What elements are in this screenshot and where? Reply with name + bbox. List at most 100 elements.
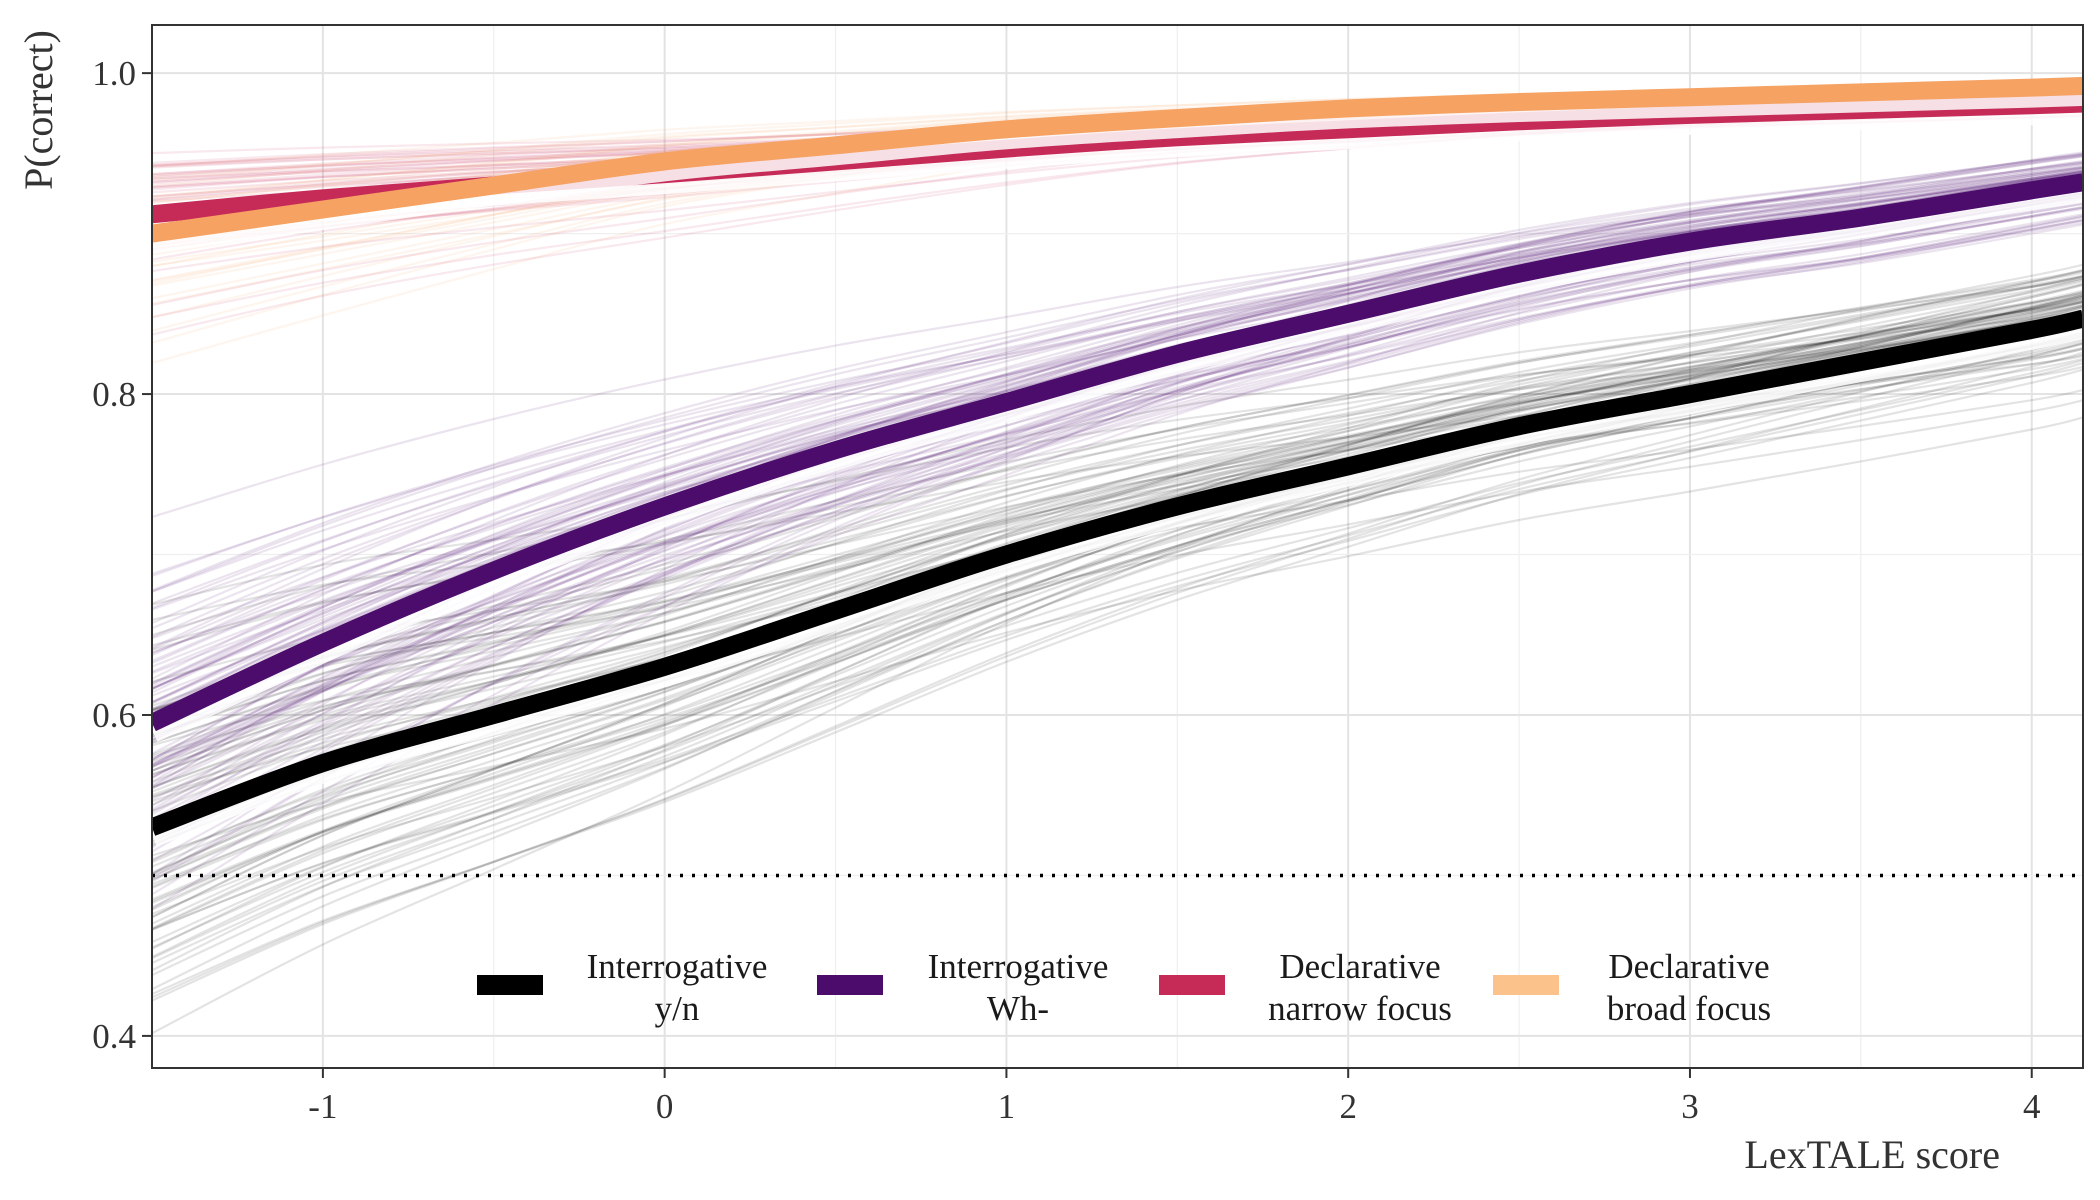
y-axis: 0.4 0.6 0.8 1.0 [92,54,152,1056]
interrogative-wh-draw-line [152,161,2083,625]
interrogative-yn-draw-line [152,351,2083,996]
interrogative-yn-draw-line [152,295,2083,823]
interrogative-wh-draw-line [152,173,2083,704]
x-axis-label: LexTALE score [1744,1132,2000,1177]
interrogative-wh-draw-line [152,170,2083,720]
interrogative-yn-draw-line [152,342,2083,886]
interrogative-yn-draw-line [152,292,2083,716]
interrogative-wh-draw-line [152,166,2083,593]
mean-lines [152,77,2083,847]
interrogative-wh-draw-line [152,218,2083,739]
interrogative-wh-draw-line [152,155,2083,783]
interrogative-yn-draw-line [152,365,2083,712]
interrogative-yn-draw-line [152,332,2083,901]
interrogative-yn-draw-line [152,362,2083,931]
interrogative-yn-draw-line [152,280,2083,876]
interrogative-wh-legend-label: Wh- [987,989,1049,1028]
interrogative-yn-draw-line [152,304,2083,813]
interrogative-wh-draw-line [152,161,2083,592]
interrogative-wh-mean-line [152,173,2083,732]
x-tick-label: 4 [2023,1087,2041,1126]
interrogative-wh-draw-line [152,152,2083,807]
x-tick-label: -1 [308,1087,337,1126]
interrogative-yn-draw-line [152,269,2083,738]
x-axis: -1 0 1 2 3 4 [308,1068,2040,1126]
interrogative-wh-draw-line [152,165,2083,639]
interrogative-yn-draw-line [152,311,2083,737]
interrogative-wh-draw-line [152,166,2083,694]
interrogative-yn-draw-line [152,294,2083,958]
legend: Interrogativey/nInterrogativeWh-Declarat… [477,947,1771,1028]
interrogative-yn-legend-label: Interrogative [587,947,768,986]
y-tick-label: 0.4 [92,1017,136,1056]
declarative-broad-legend-label: Declarative [1608,947,1769,986]
interrogative-wh-draw-line [152,219,2083,675]
interrogative-yn-draw-line [152,310,2083,745]
interrogative-yn-legend-label: y/n [655,989,700,1028]
interrogative-wh-draw-line [152,216,2083,768]
interrogative-wh-legend-label: Interrogative [928,947,1109,986]
declarative-narrow-legend-label: narrow focus [1268,989,1452,1028]
interrogative-wh-draw-line [152,214,2083,790]
x-tick-label: 1 [998,1087,1016,1126]
interrogative-yn-draw-line [152,277,2083,637]
interrogative-wh-draw-line [152,167,2083,657]
interrogative-yn-draw-line [152,368,2083,931]
interrogative-yn-draw-line [152,339,2083,846]
interrogative-yn-draw-line [152,353,2083,710]
y-tick-label: 0.6 [92,696,136,735]
interrogative-wh-draw-line [152,219,2083,766]
interrogative-yn-draw-line [152,298,2083,763]
declarative-broad-mean-line [152,77,2083,243]
interrogative-wh-draw-line [152,198,2083,813]
interrogative-yn-draw-line [152,416,2083,857]
interrogative-wh-draw-line [152,221,2083,654]
interrogative-yn-draw-line [152,275,2083,784]
x-tick-label: 0 [656,1087,674,1126]
interrogative-wh-draw-line [152,153,2083,680]
interrogative-yn-draw-line [152,341,2083,999]
interrogative-yn-draw-line [152,271,2083,716]
x-tick-label: 3 [1681,1087,1699,1126]
interrogative-yn-draw-line [152,292,2083,991]
interrogative-wh-draw-line [152,160,2083,715]
interrogative-yn-draw-line [152,304,2083,772]
interrogative-yn-draw-line [152,334,2083,1002]
interrogative-yn-draw-line [152,300,2083,712]
interrogative-yn-draw-line [152,310,2083,767]
interrogative-yn-draw-line [152,309,2083,606]
interrogative-yn-draw-line [152,277,2083,1035]
interrogative-yn-draw-line [152,300,2083,793]
interrogative-wh-draw-line [152,206,2083,742]
declarative-narrow-legend-label: Declarative [1279,947,1440,986]
interrogative-yn-draw-line [152,291,2083,827]
interrogative-wh-draw-line [152,171,2083,519]
y-tick-label: 0.8 [92,375,136,414]
interrogative-wh-draw-line [152,213,2083,742]
interrogative-wh-draw-line [152,153,2083,649]
interrogative-yn-draw-line [152,302,2083,772]
interrogative-wh-draw-line [152,162,2083,690]
interrogative-wh-draw-line [152,197,2083,862]
interrogative-yn-draw-line [152,274,2083,707]
interrogative-yn-draw-line [152,278,2083,806]
interrogative-wh-draw-line [152,172,2083,610]
interrogative-wh-draw-line [152,169,2083,705]
interrogative-yn-draw-line [152,359,2083,916]
interrogative-yn-draw-line [152,310,2083,711]
interrogative-yn-draw-line [152,298,2083,731]
interrogative-wh-draw-line [152,153,2083,788]
interrogative-yn-mean-line [152,309,2083,836]
interrogative-yn-draw-line [152,309,2083,789]
interrogative-yn-draw-line [152,331,2083,903]
interrogative-wh-draw-line [152,170,2083,685]
interrogative-wh-draw-line [152,202,2083,761]
x-tick-label: 2 [1339,1087,1357,1126]
y-axis-label: P(correct) [16,30,61,190]
y-tick-label: 1.0 [92,54,136,93]
interrogative-yn-draw-line [152,283,2083,972]
interrogative-yn-draw-line [152,275,2083,756]
interrogative-wh-draw-line [152,215,2083,762]
interrogative-wh-draw-line [152,171,2083,687]
